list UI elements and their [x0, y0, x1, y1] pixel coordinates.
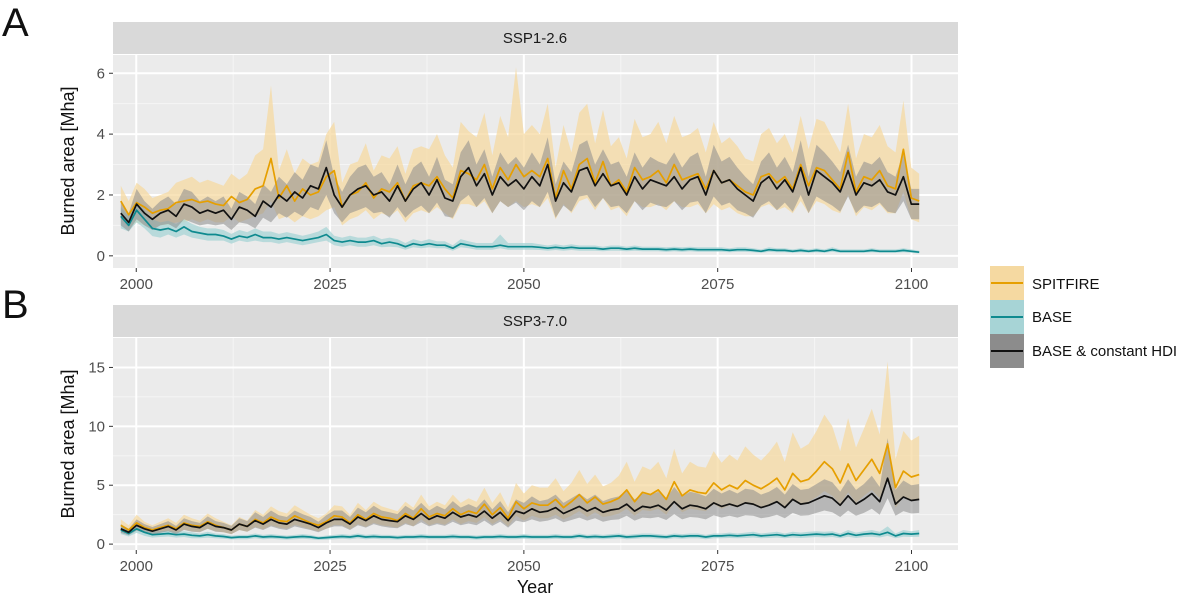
- series-line-base-constant-hdi: [120, 477, 920, 534]
- panel-b-xlabel: Year: [517, 577, 553, 597]
- legend-item-base: BASE: [990, 300, 1072, 334]
- x-tick-label: 2100: [895, 276, 928, 293]
- x-tick-label: 2025: [313, 558, 346, 575]
- y-tick-label: 0: [97, 536, 105, 553]
- y-tick-label: 15: [88, 359, 105, 376]
- x-tick-label: 2000: [120, 276, 153, 293]
- series-line-base-constant-hdi: [120, 163, 920, 224]
- series-line-base: [120, 209, 920, 254]
- panel-b-lines: [120, 443, 920, 540]
- x-tick-label: 2075: [701, 276, 734, 293]
- y-tick-label: 6: [97, 65, 105, 82]
- panel-a-axes: 2000 2025 2050 2075 2100 0 2 4 6: [97, 65, 929, 293]
- x-tick-label: 2050: [507, 558, 540, 575]
- panel-b-ylabel: Burned area [Mha]: [58, 369, 78, 518]
- legend-label-base-constant-hdi: BASE & constant HDI: [1032, 343, 1177, 360]
- y-tick-label: 5: [97, 477, 105, 494]
- panel-b-strip-title: SSP3-7.0: [503, 313, 567, 330]
- y-tick-label: 0: [97, 248, 105, 265]
- series-line-spitfire: [120, 148, 920, 216]
- panel-letter-a: A: [2, 1, 29, 45]
- x-tick-label: 2100: [895, 558, 928, 575]
- panel-a-strip-title: SSP1-2.6: [503, 30, 567, 47]
- legend-item-base-constant-hdi: BASE & constant HDI: [990, 334, 1177, 368]
- y-tick-label: 4: [97, 126, 105, 143]
- band-base-constant-hdi: [120, 438, 920, 536]
- x-tick-label: 2075: [701, 558, 734, 575]
- legend: SPITFIRE BASE BASE & constant HDI: [990, 266, 1177, 368]
- x-tick-label: 2050: [507, 276, 540, 293]
- panel-a-strip: [113, 22, 958, 54]
- panel-letter-b: B: [2, 283, 29, 327]
- band-base: [120, 201, 920, 254]
- band-spitfire: [120, 361, 920, 535]
- panel-b: B SSP3-7.0 2000 2025 2050 2075 2100 0 5 10 15 Bu…: [2, 283, 958, 597]
- panel-a: A SSP1-2.6 2000 2025 2050 2075 2100 0 2 4 6 Burn…: [2, 1, 958, 293]
- x-tick-label: 2025: [313, 276, 346, 293]
- legend-label-base: BASE: [1032, 309, 1072, 326]
- panel-a-ylabel: Burned area [Mha]: [58, 86, 78, 235]
- panel-b-strip: [113, 305, 958, 337]
- y-tick-label: 2: [97, 187, 105, 204]
- x-tick-label: 2000: [120, 558, 153, 575]
- legend-item-spitfire: SPITFIRE: [990, 266, 1100, 300]
- y-tick-label: 10: [88, 418, 105, 435]
- legend-label-spitfire: SPITFIRE: [1032, 276, 1100, 293]
- panel-b-axes: 2000 2025 2050 2075 2100 0 5 10 15: [88, 359, 928, 575]
- panel-a-lines: [120, 148, 920, 254]
- series-line-base: [120, 527, 920, 540]
